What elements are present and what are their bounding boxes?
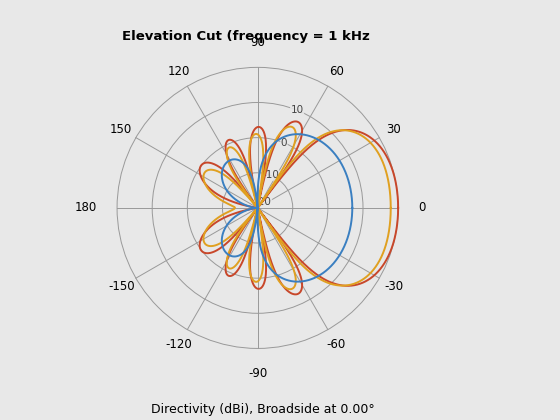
Text: 10: 10: [291, 105, 304, 115]
Text: -90: -90: [248, 367, 267, 380]
Text: Directivity (dBi), Broadside at 0.00°: Directivity (dBi), Broadside at 0.00°: [151, 403, 375, 416]
Text: 60: 60: [329, 65, 344, 78]
Text: -30: -30: [384, 280, 403, 293]
Text: 90: 90: [250, 36, 265, 49]
Text: -150: -150: [108, 280, 134, 293]
Text: -120: -120: [166, 338, 192, 351]
Text: 120: 120: [167, 65, 190, 78]
Text: 30: 30: [386, 123, 402, 136]
Text: 0: 0: [281, 138, 287, 148]
Text: -10: -10: [262, 171, 279, 180]
Text: 180: 180: [75, 202, 97, 214]
Text: 0: 0: [418, 202, 425, 214]
Text: -20: -20: [255, 197, 272, 207]
Text: Elevation Cut (frequency = 1 kHz: Elevation Cut (frequency = 1 kHz: [123, 30, 370, 43]
Text: 150: 150: [110, 123, 132, 136]
Text: -60: -60: [326, 338, 346, 351]
